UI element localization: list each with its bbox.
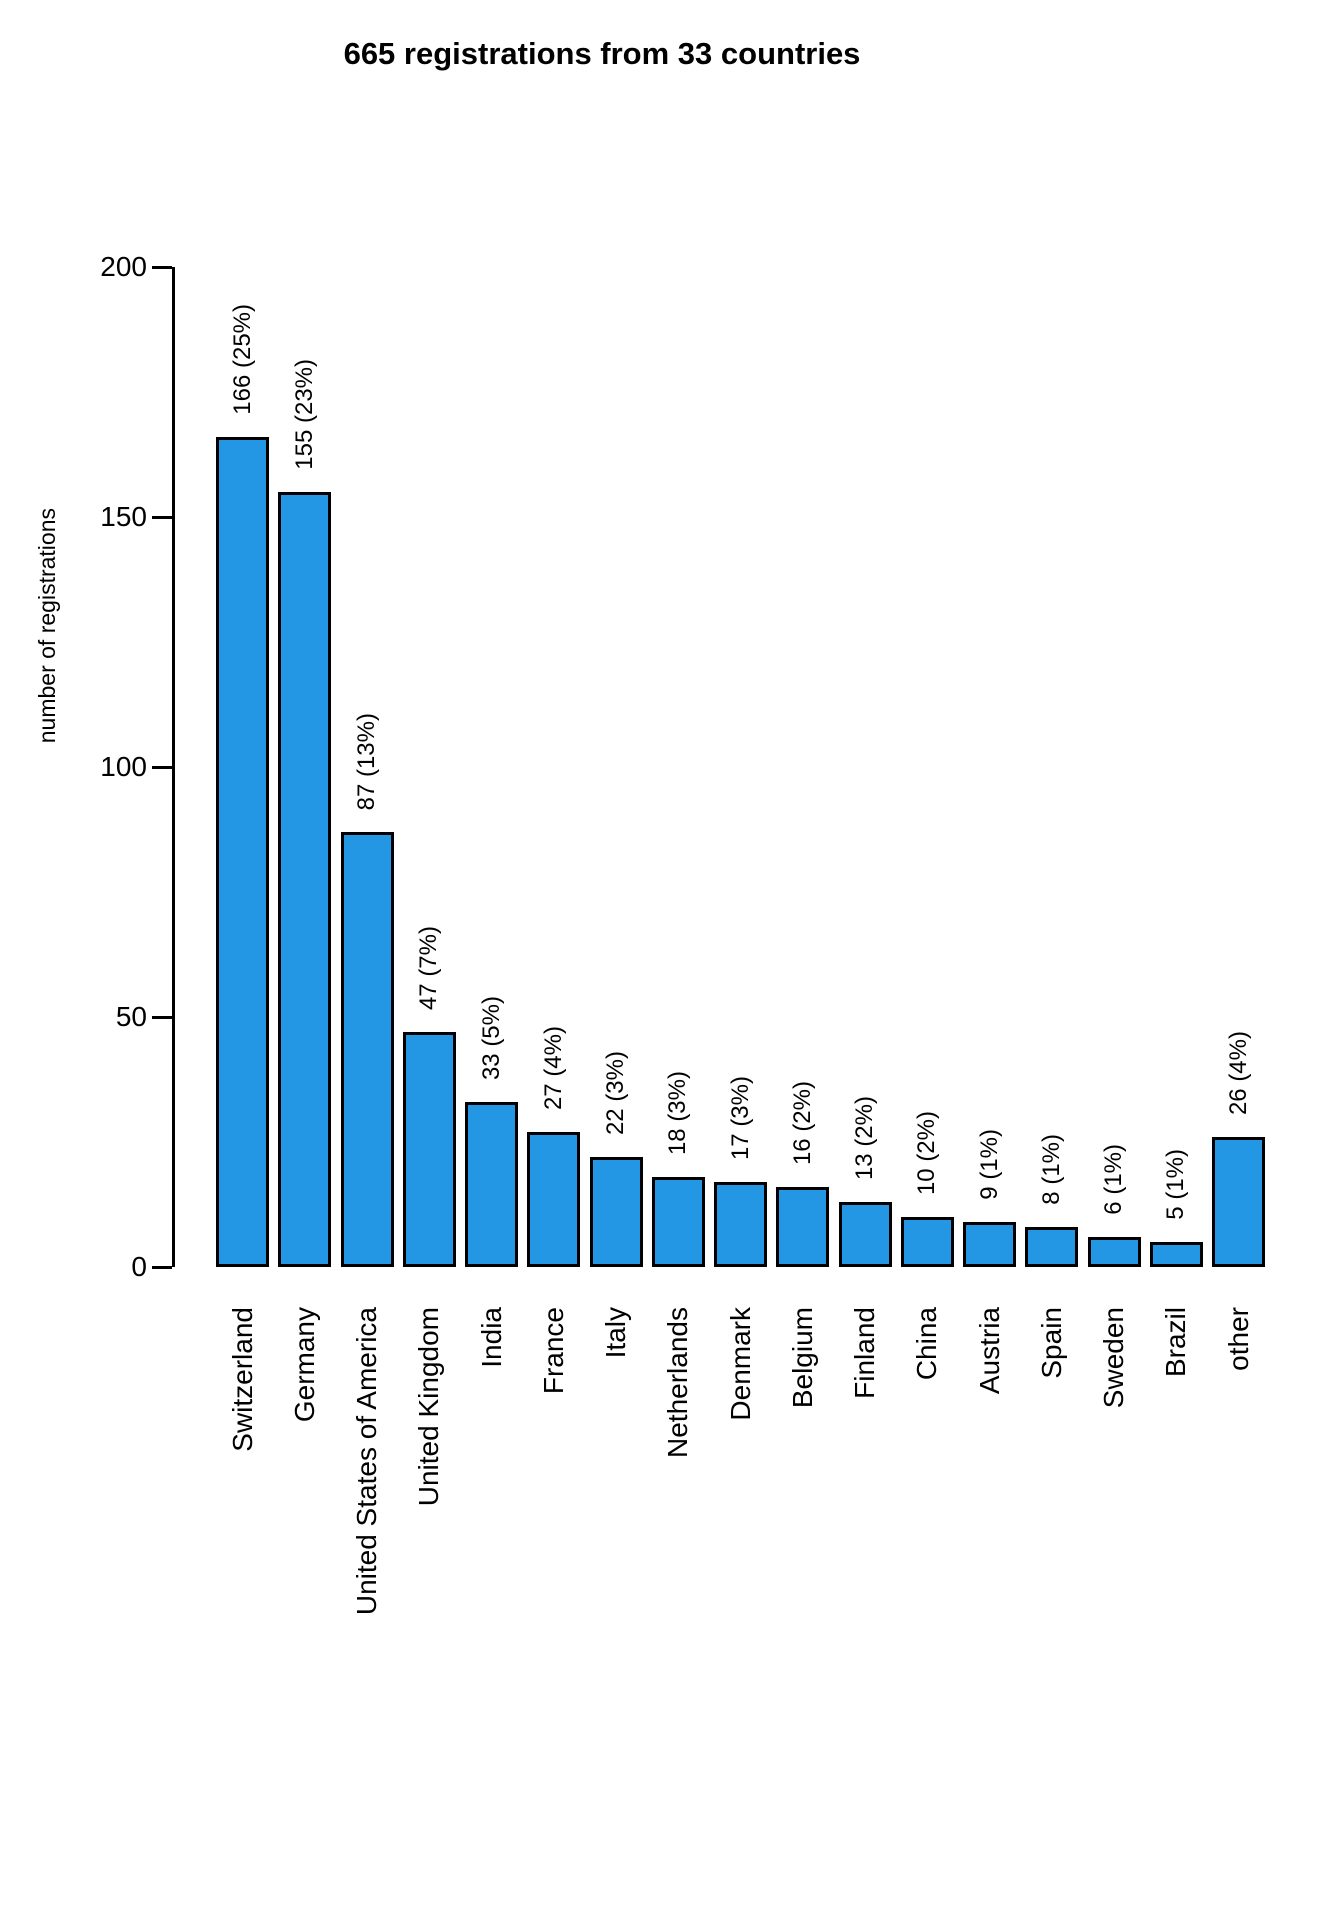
value-label-france: 27 (4%) (540, 1025, 567, 1110)
category-label-germany: Germany (289, 1307, 320, 1423)
bar-india (465, 1102, 518, 1267)
value-label-switzerland: 166 (25%) (229, 304, 256, 415)
category-label-other: other (1223, 1307, 1254, 1371)
category-label-austria: Austria (974, 1307, 1005, 1395)
category-label-finland: Finland (849, 1307, 880, 1399)
value-label-sweden: 6 (1%) (1100, 1144, 1127, 1215)
bar-italy (590, 1157, 643, 1267)
bar-united-states-of-america (341, 832, 394, 1267)
value-label-brazil: 5 (1%) (1162, 1149, 1189, 1220)
bar-belgium (776, 1187, 829, 1267)
category-label-italy: Italy (600, 1307, 631, 1359)
category-label-united-states-of-america: United States of America (351, 1307, 382, 1616)
chart-title: 665 registrations from 33 countries (343, 36, 861, 71)
category-label-china: China (911, 1307, 942, 1381)
value-label-germany: 155 (23%) (291, 359, 318, 470)
value-label-united-states-of-america: 87 (13%) (353, 712, 380, 810)
bar-united-kingdom (403, 1032, 456, 1267)
y-axis-tick-label-200: 200 (100, 251, 147, 282)
value-label-china: 10 (2%) (913, 1110, 940, 1195)
y-axis-label: number of registrations (34, 508, 60, 744)
y-axis-tick-label-150: 150 (100, 501, 147, 532)
value-label-austria: 9 (1%) (976, 1129, 1003, 1200)
bar-austria (963, 1222, 1016, 1267)
bar-sweden (1088, 1237, 1141, 1267)
category-label-belgium: Belgium (787, 1307, 818, 1409)
bar-france (527, 1132, 580, 1267)
value-label-netherlands: 18 (3%) (664, 1070, 691, 1155)
value-label-italy: 22 (3%) (602, 1050, 629, 1135)
y-axis-tick-150 (152, 515, 172, 519)
bar-china (901, 1217, 954, 1267)
value-label-india: 33 (5%) (478, 995, 505, 1080)
value-label-belgium: 16 (2%) (789, 1080, 816, 1165)
y-axis-tick-100 (152, 765, 172, 769)
bar-germany (278, 492, 331, 1267)
category-label-india: India (476, 1307, 507, 1368)
value-label-other: 26 (4%) (1225, 1030, 1252, 1115)
value-label-united-kingdom: 47 (7%) (415, 925, 442, 1010)
value-label-finland: 13 (2%) (851, 1095, 878, 1180)
category-label-switzerland: Switzerland (227, 1307, 258, 1452)
y-axis-tick-label-0: 0 (131, 1251, 147, 1282)
category-label-denmark: Denmark (725, 1307, 756, 1421)
y-axis-tick-label-100: 100 (100, 751, 147, 782)
value-label-denmark: 17 (3%) (727, 1075, 754, 1160)
y-axis-tick-200 (152, 265, 172, 269)
bar-netherlands (652, 1177, 705, 1267)
bar-switzerland (216, 437, 269, 1267)
bar-spain (1025, 1227, 1078, 1267)
bar-brazil (1150, 1242, 1203, 1267)
category-label-spain: Spain (1036, 1307, 1067, 1379)
category-label-united-kingdom: United Kingdom (413, 1307, 444, 1507)
bar-other (1212, 1137, 1265, 1267)
y-axis-tick-label-50: 50 (115, 1001, 147, 1032)
category-label-netherlands: Netherlands (662, 1307, 693, 1458)
category-label-brazil: Brazil (1160, 1307, 1191, 1378)
category-label-sweden: Sweden (1098, 1307, 1129, 1409)
plot-area: 0 50 100 150 200 166 (25%) Switzerland 155 (23%… (100, 252, 1305, 1615)
bar-finland (839, 1202, 892, 1267)
category-label-france: France (538, 1307, 569, 1395)
y-axis-tick-50 (152, 1015, 172, 1019)
bar-denmark (714, 1182, 767, 1267)
y-axis-tick-0 (152, 1265, 172, 1269)
value-label-spain: 8 (1%) (1038, 1134, 1065, 1205)
